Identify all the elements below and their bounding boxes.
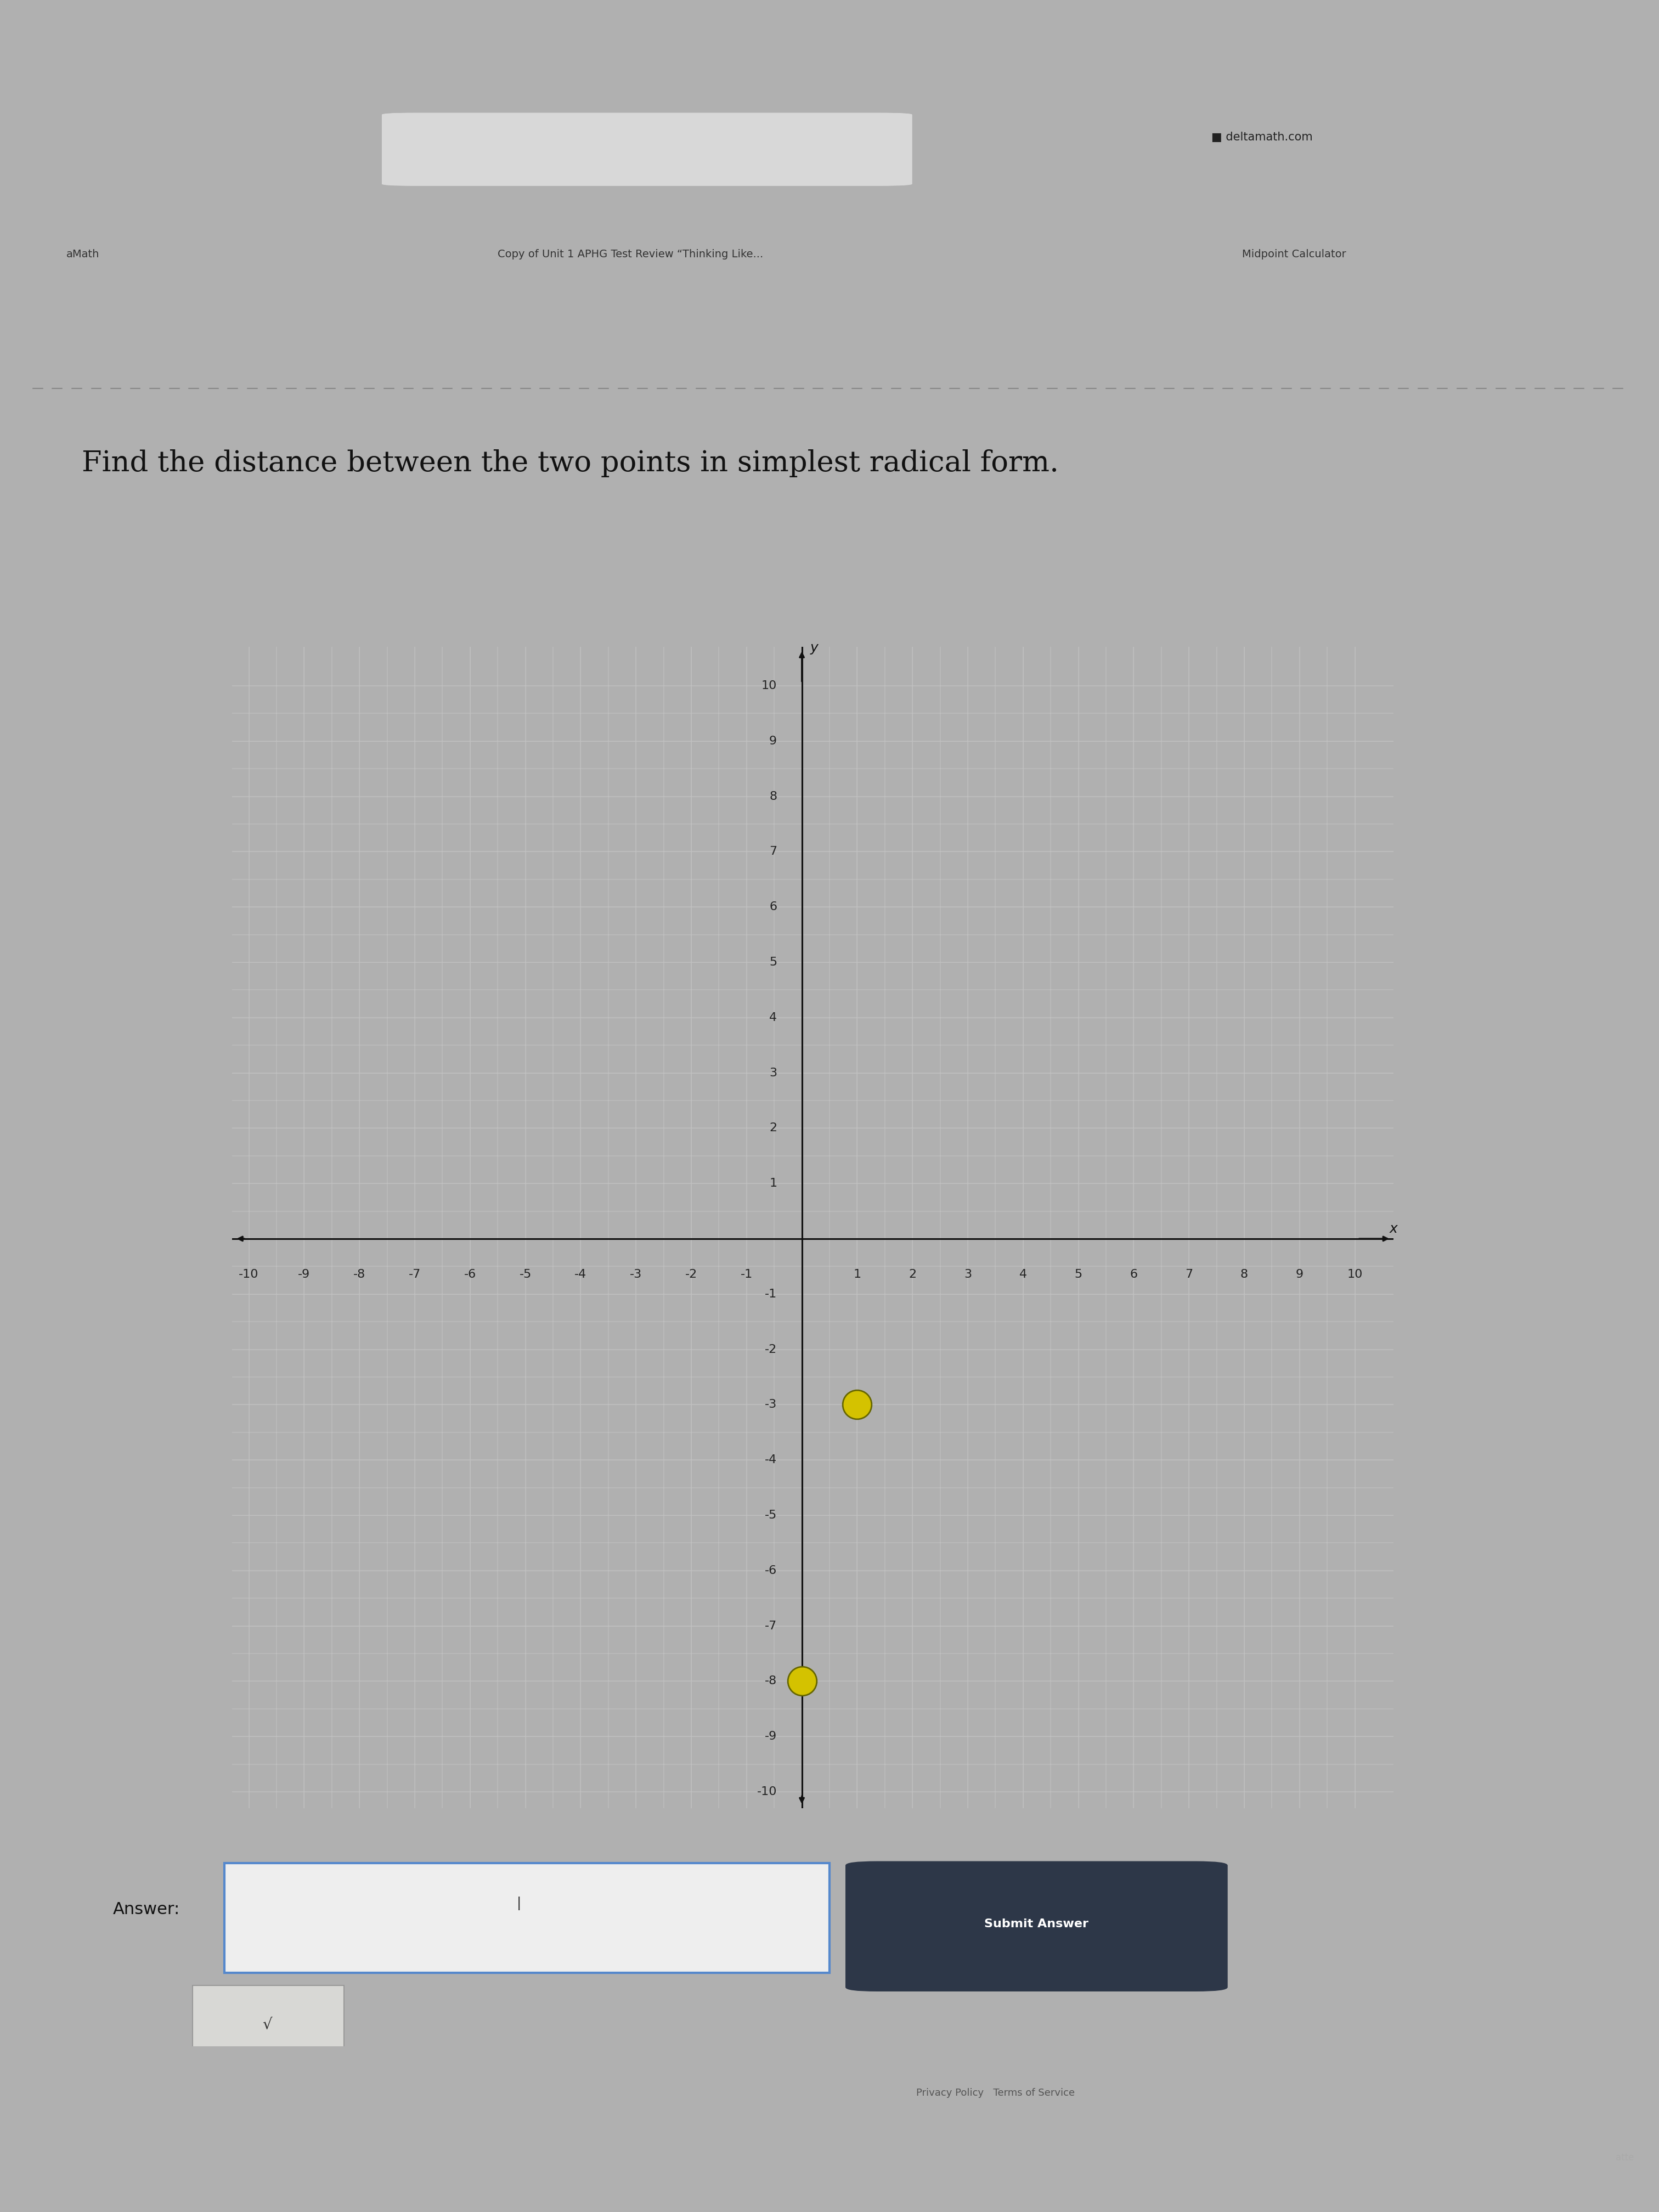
- Text: -1: -1: [740, 1270, 753, 1281]
- Text: 3: 3: [964, 1270, 972, 1281]
- Text: |: |: [516, 1896, 521, 1911]
- Text: 4: 4: [770, 1013, 776, 1022]
- Text: -2: -2: [765, 1345, 776, 1354]
- Text: -5: -5: [765, 1511, 776, 1520]
- Text: -8: -8: [353, 1270, 365, 1281]
- Text: Privacy Policy   Terms of Service: Privacy Policy Terms of Service: [916, 2088, 1075, 2097]
- Text: 7: 7: [770, 847, 776, 856]
- Text: -6: -6: [465, 1270, 476, 1281]
- Text: 9: 9: [1296, 1270, 1304, 1281]
- Text: y: y: [810, 641, 818, 655]
- Text: -7: -7: [765, 1621, 776, 1630]
- Text: -1: -1: [765, 1290, 776, 1298]
- Text: 2: 2: [770, 1124, 776, 1133]
- Text: -9: -9: [299, 1270, 310, 1281]
- Text: -2: -2: [685, 1270, 697, 1281]
- Text: -7: -7: [408, 1270, 421, 1281]
- Text: Submit Answer: Submit Answer: [984, 1918, 1088, 1929]
- Text: Midpoint Calculator: Midpoint Calculator: [1243, 250, 1345, 259]
- Text: 4: 4: [1019, 1270, 1027, 1281]
- Text: atte: atte: [1616, 2152, 1634, 2163]
- Text: √: √: [262, 2017, 272, 2033]
- Text: -9: -9: [765, 1732, 776, 1741]
- Text: Copy of Unit 1 APHG Test Review “Thinking Like...: Copy of Unit 1 APHG Test Review “Thinkin…: [498, 250, 763, 259]
- FancyBboxPatch shape: [846, 1860, 1228, 1991]
- Text: 8: 8: [1241, 1270, 1248, 1281]
- Text: aMath: aMath: [66, 250, 100, 259]
- Text: -5: -5: [519, 1270, 531, 1281]
- Text: 8: 8: [770, 792, 776, 801]
- Text: 1: 1: [853, 1270, 861, 1281]
- Text: ■ deltamath.com: ■ deltamath.com: [1211, 133, 1312, 144]
- Text: 5: 5: [1075, 1270, 1082, 1281]
- Text: -8: -8: [765, 1677, 776, 1686]
- Text: -3: -3: [630, 1270, 642, 1281]
- Text: -3: -3: [765, 1400, 776, 1409]
- Text: -10: -10: [757, 1787, 776, 1796]
- FancyBboxPatch shape: [224, 1863, 830, 1973]
- Text: 6: 6: [770, 902, 776, 911]
- Text: Find the distance between the two points in simplest radical form.: Find the distance between the two points…: [81, 449, 1058, 478]
- Text: 5: 5: [770, 958, 776, 967]
- Text: -4: -4: [765, 1455, 776, 1464]
- Text: -10: -10: [239, 1270, 259, 1281]
- Text: 9: 9: [770, 737, 776, 745]
- Text: x: x: [1390, 1223, 1397, 1234]
- FancyBboxPatch shape: [192, 1984, 343, 2104]
- Text: 3: 3: [770, 1068, 776, 1077]
- Point: [788, 1663, 815, 1699]
- Text: -6: -6: [765, 1566, 776, 1575]
- Point: [844, 1387, 871, 1422]
- FancyBboxPatch shape: [382, 113, 912, 186]
- Text: Answer:: Answer:: [113, 1902, 179, 1918]
- Text: 10: 10: [1347, 1270, 1362, 1281]
- Text: 1: 1: [770, 1179, 776, 1188]
- Text: -4: -4: [574, 1270, 587, 1281]
- Text: 6: 6: [1130, 1270, 1138, 1281]
- Text: 10: 10: [761, 681, 776, 690]
- Text: 2: 2: [909, 1270, 916, 1281]
- Text: 7: 7: [1185, 1270, 1193, 1281]
